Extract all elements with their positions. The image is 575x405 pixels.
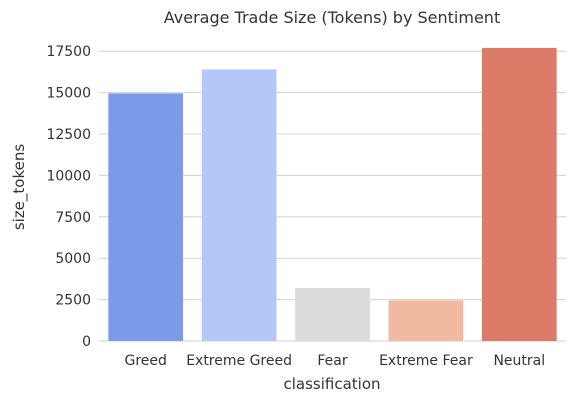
bar-fear bbox=[295, 288, 370, 341]
y-tick-label: 17500 bbox=[46, 44, 91, 60]
x-tick-label: Neutral bbox=[493, 353, 545, 369]
y-tick-label: 7500 bbox=[55, 210, 91, 226]
bars bbox=[108, 47, 557, 341]
y-axis-label: size_tokens bbox=[10, 144, 29, 231]
bar-greed bbox=[108, 93, 184, 341]
bar-extreme-fear bbox=[388, 300, 464, 341]
x-tick-label: Extreme Fear bbox=[379, 353, 473, 369]
bar-extreme-greed bbox=[201, 69, 277, 341]
x-tick-labels: Greed Extreme Greed Fear Extreme Fear Neutra… bbox=[124, 353, 545, 369]
bar-neutral bbox=[481, 47, 557, 341]
y-tick-label: 15000 bbox=[46, 86, 91, 102]
y-tick-label: 2500 bbox=[55, 293, 91, 309]
y-tick-label: 5000 bbox=[55, 251, 91, 267]
x-tick-label: Extreme Greed bbox=[186, 353, 292, 369]
chart-title: Average Trade Size (Tokens) by Sentiment bbox=[164, 8, 500, 27]
x-tick-label: Greed bbox=[124, 353, 166, 369]
y-tick-label: 12500 bbox=[46, 127, 91, 143]
x-tick-label: Fear bbox=[317, 353, 347, 369]
y-tick-labels: 0 2500 5000 7500 10000 12500 15000 17500 bbox=[46, 44, 91, 350]
x-axis-label: classification bbox=[283, 375, 380, 393]
y-tick-label: 0 bbox=[82, 334, 91, 350]
y-tick-label: 10000 bbox=[46, 168, 91, 184]
